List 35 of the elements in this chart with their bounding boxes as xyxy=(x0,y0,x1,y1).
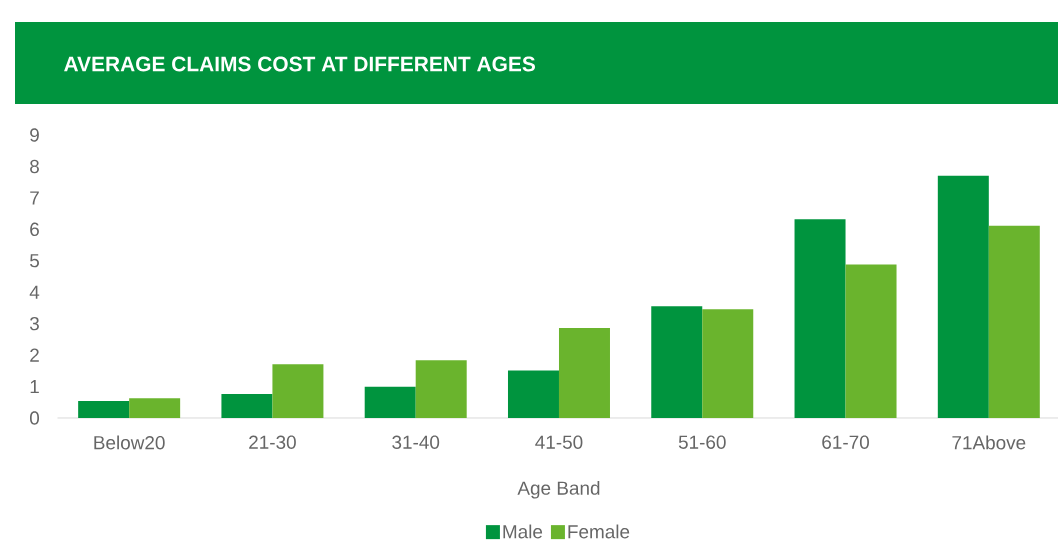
y-tick-label: 8 xyxy=(30,159,39,174)
bar xyxy=(221,394,273,418)
bar xyxy=(415,360,467,418)
x-tick-label: 41-50 xyxy=(535,435,583,449)
y-tick-label: 3 xyxy=(29,316,39,331)
chart-title: AVERAGE CLAIMS COST AT DIFFERENT AGES xyxy=(64,56,535,72)
x-tick-label: 31-40 xyxy=(392,435,440,449)
x-tick-label: 51-60 xyxy=(678,435,726,449)
x-tick-label: 21-30 xyxy=(249,435,296,449)
x-tick-label: 61-70 xyxy=(822,435,869,449)
y-tick-label: 2 xyxy=(30,348,39,362)
bar xyxy=(988,225,1040,418)
x-tick-label: Below20 xyxy=(94,435,165,450)
y-tick-label: 0 xyxy=(29,411,40,425)
bar xyxy=(558,328,610,418)
bar xyxy=(272,364,324,418)
legend-label: Male xyxy=(503,524,543,539)
bar xyxy=(845,264,897,418)
bar xyxy=(702,309,754,418)
x-tick-label: 71Above xyxy=(952,435,1026,450)
x-axis-title: Age Band xyxy=(517,480,600,499)
y-tick-label: 4 xyxy=(29,285,40,299)
y-tick-label: 9 xyxy=(30,128,39,142)
bar xyxy=(364,386,416,418)
y-tick-label: 5 xyxy=(30,254,39,268)
bar xyxy=(78,401,130,418)
y-tick-label: 7 xyxy=(30,191,39,205)
y-tick-label: 6 xyxy=(30,222,39,237)
bar xyxy=(794,219,846,418)
bar xyxy=(129,398,181,418)
bar xyxy=(651,306,703,418)
legend-label: Female xyxy=(568,524,630,539)
bar xyxy=(507,370,559,418)
bar xyxy=(937,175,989,418)
y-tick-label: 1 xyxy=(30,380,39,394)
